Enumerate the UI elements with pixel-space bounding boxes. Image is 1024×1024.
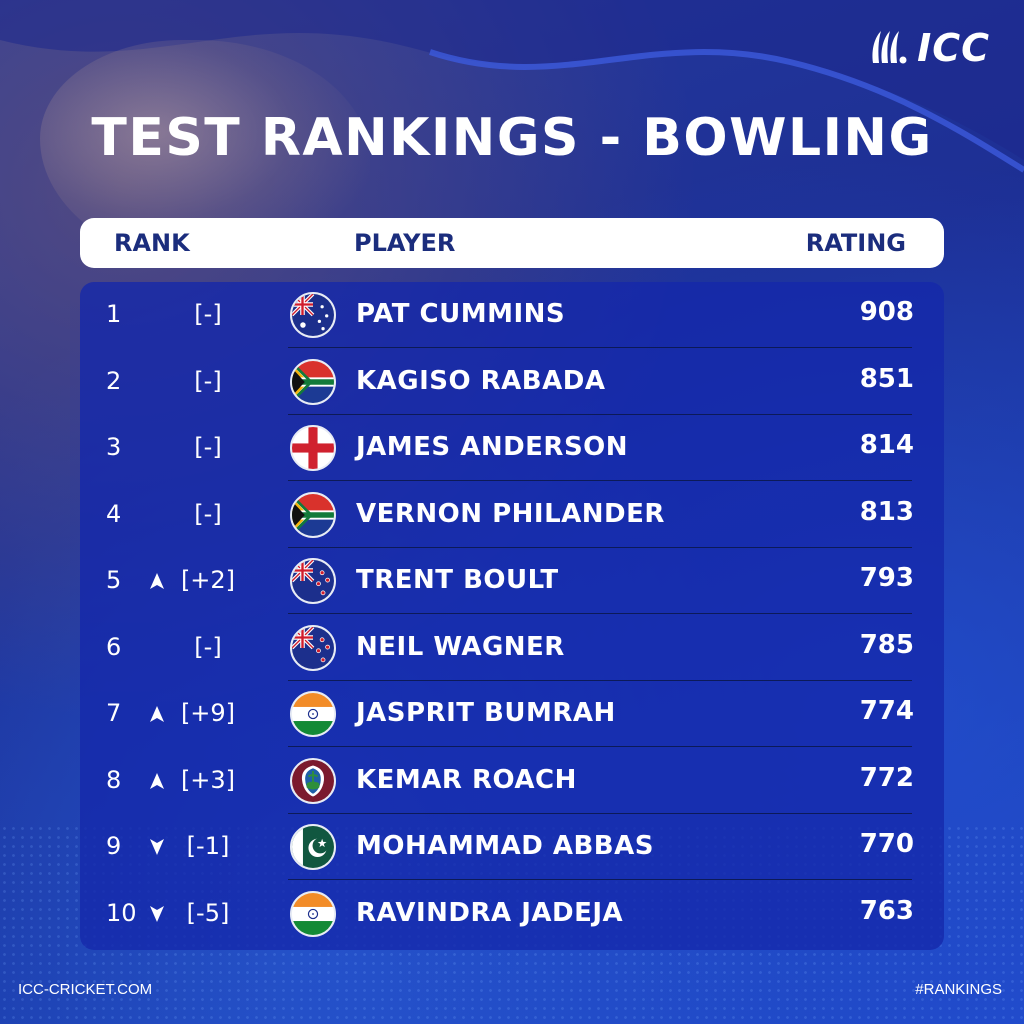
player-rating: 772 <box>859 762 914 793</box>
player-rating: 774 <box>859 696 914 726</box>
icc-logo-mark-icon <box>872 31 907 64</box>
rank-number: 3 <box>106 433 122 461</box>
rank-movement: [+9] <box>180 699 236 727</box>
table-row[interactable]: 2 [-] KAGISO RABADA 851 <box>80 349 944 415</box>
south-africa-flag-icon <box>290 358 336 405</box>
row-divider <box>288 879 912 880</box>
row-divider <box>288 679 912 681</box>
row-divider <box>288 613 912 614</box>
rank-movement: [-] <box>194 366 222 395</box>
player-name: TRENT BOULT <box>356 565 559 595</box>
player-name: JAMES ANDERSON <box>356 432 629 462</box>
rank-movement: [-1] <box>186 832 230 860</box>
player-name: RAVINDRA JADEJA <box>356 897 624 928</box>
rank-number: 5 <box>106 566 122 594</box>
arrow-up-icon <box>148 772 166 790</box>
player-rating: 851 <box>859 363 914 394</box>
table-row[interactable]: 10 [-5] RAVINDRA JADEJA 763 <box>80 881 944 947</box>
rank-number: 1 <box>106 300 122 328</box>
rank-number: 6 <box>106 632 122 661</box>
table-row[interactable]: 5 [+2] TRENT BOULT 793 <box>80 548 944 614</box>
arrow-up-icon <box>148 705 166 723</box>
player-name: MOHAMMAD ABBAS <box>356 831 654 861</box>
rankings-table: 1 [-] PAT CUMMINS 908 2 [-] KAGISO RABADA 851 3 [… <box>80 282 944 950</box>
table-row[interactable]: 9 [-1] MOHAMMAD ABBAS 770 <box>80 814 944 880</box>
player-rating: 785 <box>859 629 914 660</box>
rank-movement: [+2] <box>180 566 236 594</box>
west-indies-flag-icon <box>290 757 336 804</box>
table-row[interactable]: 1 [-] PAT CUMMINS 908 <box>80 282 944 348</box>
player-rating: 763 <box>859 895 914 926</box>
india-flag-icon <box>290 691 336 737</box>
icc-logo[interactable]: ICC <box>867 26 990 70</box>
rank-number: 2 <box>106 366 122 395</box>
new-zealand-flag-icon <box>290 558 336 604</box>
row-divider <box>288 347 912 348</box>
rank-movement: [-] <box>194 499 222 528</box>
rank-movement: [-] <box>194 300 222 328</box>
header-player: PLAYER <box>354 229 456 257</box>
england-flag-icon <box>290 425 336 471</box>
rank-number: 4 <box>106 499 122 528</box>
rank-number: 9 <box>106 832 122 860</box>
footer-website[interactable]: ICC-CRICKET.COM <box>18 981 153 998</box>
row-divider <box>288 746 912 747</box>
player-name: VERNON PHILANDER <box>356 498 665 529</box>
header-rating: RATING <box>805 229 906 257</box>
player-rating: 814 <box>859 430 914 460</box>
rank-number: 7 <box>106 699 122 727</box>
rank-movement: [+3] <box>180 765 236 794</box>
india-flag-icon <box>290 890 336 937</box>
player-rating: 908 <box>859 297 914 327</box>
player-name: KAGISO RABADA <box>356 365 606 396</box>
pakistan-flag-icon <box>290 824 336 870</box>
table-row[interactable]: 4 [-] VERNON PHILANDER 813 <box>80 482 944 548</box>
table-row[interactable]: 7 [+9] JASPRIT BUMRAH 774 <box>80 681 944 747</box>
arrow-up-icon <box>148 572 166 590</box>
arrow-down-icon <box>148 838 166 856</box>
rank-movement: [-5] <box>186 898 230 927</box>
row-divider <box>288 812 912 814</box>
page-title: TEST RANKINGS - BOWLING <box>91 108 933 168</box>
rank-number: 10 <box>106 898 137 927</box>
player-rating: 770 <box>859 829 914 859</box>
table-row[interactable]: 6 [-] NEIL WAGNER 785 <box>80 615 944 681</box>
header-rank: RANK <box>114 229 190 257</box>
table-row[interactable]: 3 [-] JAMES ANDERSON 814 <box>80 415 944 481</box>
australia-flag-icon <box>290 292 336 338</box>
player-name: JASPRIT BUMRAH <box>356 698 616 728</box>
player-name: KEMAR ROACH <box>356 764 577 795</box>
player-name: PAT CUMMINS <box>356 299 566 329</box>
background-wave <box>0 0 1024 173</box>
row-divider <box>288 413 912 415</box>
rank-movement: [-] <box>194 632 222 661</box>
table-row[interactable]: 8 [+3] KEMAR ROACH 772 <box>80 748 944 814</box>
new-zealand-flag-icon <box>290 624 336 671</box>
arrow-down-icon <box>148 905 166 923</box>
footer-hashtag: #RANKINGS <box>915 981 1002 998</box>
rank-number: 8 <box>106 765 122 794</box>
player-name: NEIL WAGNER <box>356 631 565 662</box>
row-divider <box>288 480 912 481</box>
south-africa-flag-icon <box>290 491 336 538</box>
rank-movement: [-] <box>194 433 222 461</box>
player-rating: 813 <box>859 496 914 527</box>
logo-text: ICC <box>917 26 990 70</box>
table-header: RANK PLAYER RATING <box>80 218 944 268</box>
player-rating: 793 <box>859 563 914 593</box>
row-divider <box>288 546 912 548</box>
